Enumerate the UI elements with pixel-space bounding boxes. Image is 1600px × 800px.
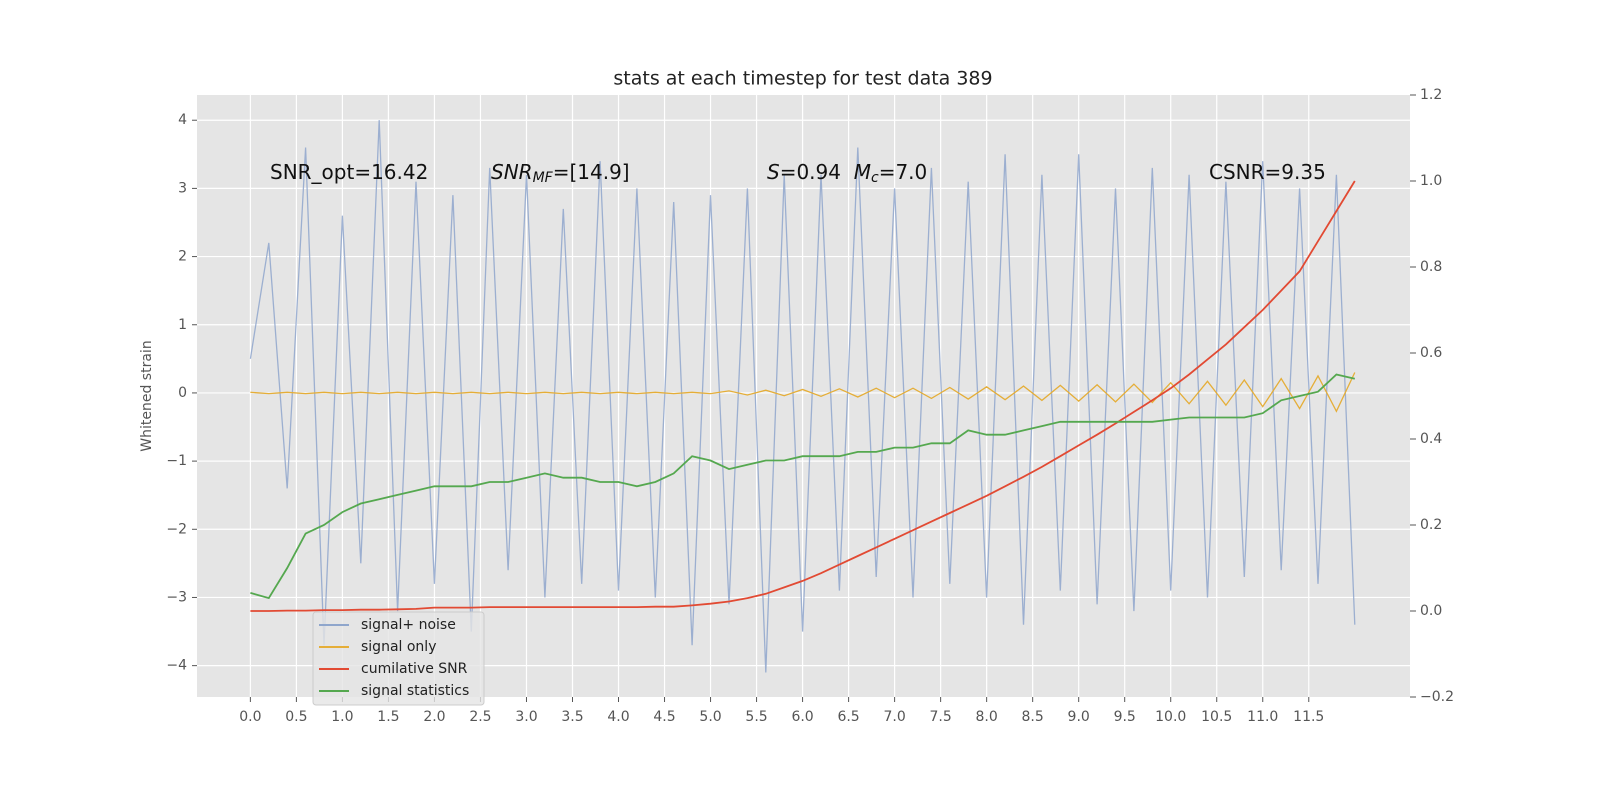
y-tick-label: 3 xyxy=(178,180,187,196)
x-tick-label: 4.5 xyxy=(653,709,675,725)
annotation-part: CSNR=9.35 xyxy=(1209,160,1326,184)
annotation: SNRMF=[14.9] xyxy=(491,160,630,187)
x-tick-label: 6.5 xyxy=(837,709,859,725)
annotation-part: =[14.9] xyxy=(553,160,630,184)
annotation: S=0.94 Mc=7.0 xyxy=(767,160,927,187)
series-line xyxy=(250,373,1356,600)
annotation-part: M xyxy=(854,160,871,184)
annotation-part: =0.94 xyxy=(780,160,854,184)
x-tick-label: 5.5 xyxy=(745,709,767,725)
x-tick-label: 6.0 xyxy=(791,709,813,725)
x-tick-label: 10.0 xyxy=(1155,709,1186,725)
annotation: CSNR=9.35 xyxy=(1209,160,1326,184)
x-tick-label: 1.0 xyxy=(331,709,353,725)
x-tick-label: 8.0 xyxy=(976,709,998,725)
x-tick-label: 3.0 xyxy=(515,709,537,725)
annotation-part: SNR xyxy=(491,160,533,184)
y-tick-label: −1 xyxy=(166,453,187,469)
x-tick-label: 7.5 xyxy=(929,709,951,725)
legend-label: signal+ noise xyxy=(361,617,456,633)
x-tick-label: 2.0 xyxy=(423,709,445,725)
y2-tick-label: 1.0 xyxy=(1420,173,1442,189)
annotation-part: SNR_opt=16.42 xyxy=(270,160,428,184)
y-axis-label: Whitened strain xyxy=(139,340,155,451)
x-tick-label: 1.5 xyxy=(377,709,399,725)
y2-tick-label: 0.2 xyxy=(1420,517,1442,533)
x-tick-label: 3.5 xyxy=(561,709,583,725)
y-tick-label: 0 xyxy=(178,385,187,401)
x-tick-label: 7.0 xyxy=(883,709,905,725)
y2-tick-label: 0.0 xyxy=(1420,603,1442,619)
y-tick-label: −3 xyxy=(166,589,187,605)
legend-label: signal only xyxy=(361,639,436,655)
x-tick-label: 0.0 xyxy=(239,709,261,725)
annotation-part: c xyxy=(871,170,879,186)
chart-title: stats at each timestep for test data 389 xyxy=(613,68,992,90)
y2-tick-label: 0.8 xyxy=(1420,259,1442,275)
y2-tick-label: 0.4 xyxy=(1420,431,1442,447)
x-tick-label: 4.0 xyxy=(607,709,629,725)
x-tick-label: 8.5 xyxy=(1022,709,1044,725)
x-tick-label: 11.5 xyxy=(1293,709,1324,725)
x-tick-label: 2.5 xyxy=(469,709,491,725)
annotation: SNR_opt=16.42 xyxy=(270,160,428,184)
y-tick-label: −4 xyxy=(166,658,187,674)
y2-tick-label: 1.2 xyxy=(1420,87,1442,103)
x-tick-label: 9.0 xyxy=(1068,709,1090,725)
y-tick-label: 2 xyxy=(178,249,187,265)
x-tick-label: 0.5 xyxy=(285,709,307,725)
series-line xyxy=(249,120,1356,673)
legend-box xyxy=(312,611,485,706)
y-tick-label: −2 xyxy=(166,521,187,537)
legend-label: cumilative SNR xyxy=(361,661,468,677)
annotation-part: MF xyxy=(533,170,554,186)
y-tick-label: 1 xyxy=(178,317,187,333)
x-tick-label: 9.5 xyxy=(1114,709,1136,725)
y2-tick-label: 0.6 xyxy=(1420,345,1442,361)
x-tick-label: 5.0 xyxy=(699,709,721,725)
x-tick-label: 10.5 xyxy=(1201,709,1232,725)
x-tick-label: 11.0 xyxy=(1247,709,1278,725)
y-tick-label: 4 xyxy=(178,112,187,128)
annotation-part: S xyxy=(767,160,780,184)
legend-label: signal statistics xyxy=(361,683,469,699)
y2-tick-label: −0.2 xyxy=(1420,689,1454,705)
series-line xyxy=(250,180,1356,612)
series-line xyxy=(250,372,1356,413)
annotation-part: =7.0 xyxy=(879,160,928,184)
